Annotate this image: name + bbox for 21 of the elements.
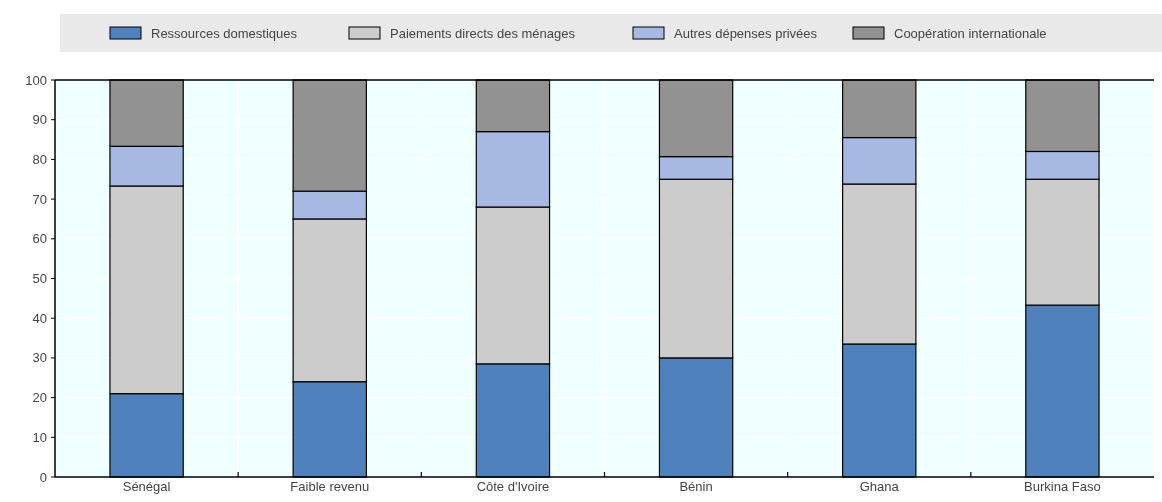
x-tick-label: Sénégal bbox=[122, 479, 171, 494]
legend-label: Paiements directs des ménages bbox=[390, 25, 576, 41]
y-tick-label: 100 bbox=[25, 72, 47, 88]
y-tick-label: 90 bbox=[32, 112, 47, 128]
y-tick-label: 20 bbox=[32, 390, 47, 406]
y-tick-label: 0 bbox=[39, 469, 47, 485]
x-tick-label: Côte d'Ivoire bbox=[476, 479, 550, 494]
y-tick-label: 70 bbox=[32, 191, 47, 207]
x-tick-label: Burkina Faso bbox=[1024, 479, 1101, 494]
x-tick-label: Faible revenu bbox=[290, 479, 370, 494]
y-tick-label: 60 bbox=[32, 231, 47, 247]
x-tick-label: Ghana bbox=[859, 479, 900, 494]
y-tick-label: 10 bbox=[32, 429, 47, 445]
y-tick-label: 50 bbox=[32, 271, 47, 287]
x-tick-label: Bénin bbox=[679, 479, 713, 494]
legend-label: Ressources domestiques bbox=[151, 25, 298, 41]
y-tick-label: 30 bbox=[32, 350, 47, 366]
y-tick-label: 40 bbox=[32, 310, 47, 326]
legend-label: Autres dépenses privées bbox=[674, 25, 818, 41]
y-tick-label: 80 bbox=[32, 151, 47, 167]
legend-label: Coopération internationale bbox=[894, 25, 1047, 41]
